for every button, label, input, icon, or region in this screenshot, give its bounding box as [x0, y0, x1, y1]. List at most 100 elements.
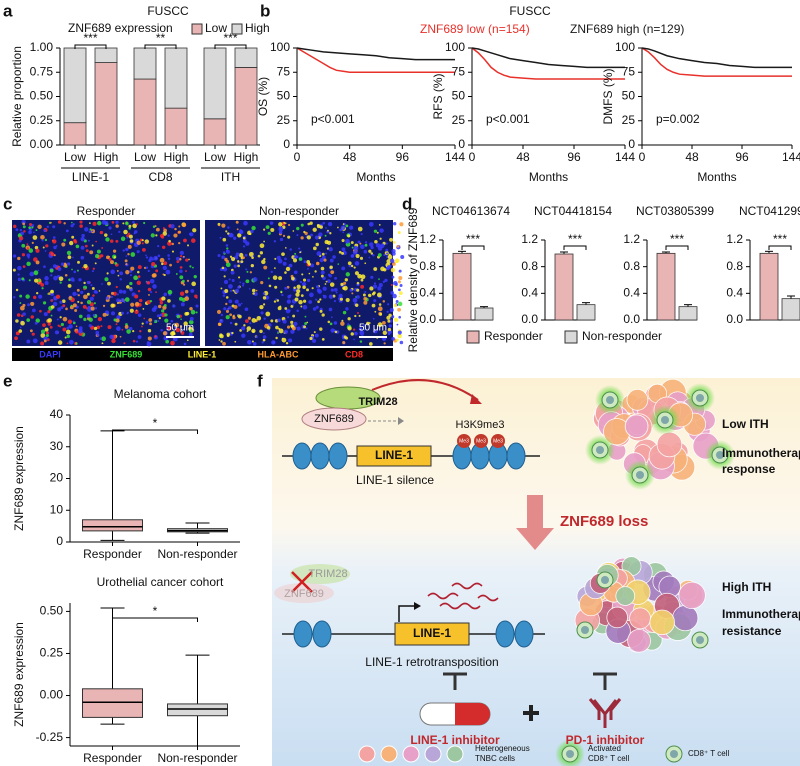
cell-stain	[378, 223, 381, 226]
cell-stain	[93, 326, 98, 331]
cell-stain	[195, 311, 198, 314]
cell-stain	[149, 299, 153, 303]
cell-stain	[314, 270, 317, 273]
cell-stain	[292, 258, 298, 263]
legend-swatch	[191, 23, 203, 35]
cell-stain	[52, 239, 57, 244]
cell-stain	[13, 254, 17, 258]
cell-stain	[341, 238, 345, 243]
cell-stain	[243, 220, 248, 226]
cell-stain	[83, 317, 87, 322]
cell-stain	[373, 229, 378, 233]
cell-stain	[145, 241, 148, 244]
cell-stain	[231, 331, 234, 335]
t-cell-nucleus	[696, 394, 704, 402]
cell-stain	[376, 231, 379, 234]
cell-stain	[193, 274, 197, 279]
cell-stain	[17, 273, 20, 276]
cell-stain	[32, 338, 38, 344]
cell-stain	[138, 298, 143, 303]
cell-stain	[130, 252, 136, 257]
inhibition	[443, 672, 467, 690]
cell-stain	[116, 301, 120, 305]
cell-stain	[75, 342, 78, 345]
diagram-label: ZNF689	[284, 588, 324, 600]
y-tick-label: 0.0	[623, 312, 640, 326]
cell-stain	[375, 243, 381, 248]
cell-stain	[179, 325, 183, 328]
significance-bracket	[665, 245, 689, 250]
cell-stain	[398, 295, 401, 298]
cell-stain	[55, 245, 58, 247]
panel-label: c	[3, 194, 12, 213]
cell-stain	[345, 272, 350, 277]
cell-stain	[108, 226, 112, 230]
cell-stain	[269, 221, 274, 225]
cell-stain	[132, 330, 135, 333]
cell-stain	[314, 333, 319, 338]
cell-stain	[347, 323, 350, 326]
cell-stain	[66, 262, 71, 266]
cell-stain	[79, 220, 83, 224]
cell-stain	[141, 325, 143, 328]
cell-stain	[282, 319, 287, 324]
cell-stain	[378, 303, 382, 306]
cell-stain	[385, 248, 389, 252]
cell-stain	[302, 299, 307, 303]
cell-stain	[19, 294, 23, 298]
bar-segment	[164, 47, 188, 109]
cell-stain	[220, 313, 223, 317]
antibody	[588, 698, 622, 728]
cell-stain	[342, 310, 347, 315]
cell-stain	[290, 320, 294, 324]
cell-stain	[264, 295, 270, 300]
cell-stain	[78, 314, 83, 319]
cell-stain	[328, 307, 333, 312]
cell-stain	[171, 331, 176, 335]
cell-stain	[104, 233, 108, 237]
cell-stain	[96, 220, 102, 226]
cell-stain	[368, 221, 374, 227]
cell-stain	[132, 223, 137, 229]
cell-stain	[188, 258, 190, 261]
y-tick-label: 0	[458, 137, 465, 151]
cell-stain	[397, 301, 403, 307]
cell-stain	[234, 322, 238, 326]
cell-stain	[129, 239, 134, 243]
channel-label: CD8	[345, 349, 363, 359]
cell-stain	[40, 333, 46, 338]
cell-stain	[364, 241, 368, 244]
cell-stain	[137, 270, 140, 274]
bar	[759, 252, 779, 321]
bar	[474, 307, 494, 321]
x-tick-label: Low	[64, 150, 86, 164]
cell-stain	[378, 282, 383, 288]
transcripts	[427, 582, 499, 610]
cell-stain	[129, 308, 134, 313]
cell-stain	[50, 305, 55, 309]
y-tick-label: 0.8	[521, 259, 538, 273]
cell-stain	[111, 221, 115, 224]
cell-stain	[173, 336, 178, 342]
cell-stain	[101, 247, 104, 249]
drug	[455, 703, 490, 725]
cell-stain	[262, 296, 267, 300]
cell-stain	[163, 261, 168, 266]
cell-stain	[332, 294, 336, 298]
cell-stain	[31, 241, 34, 244]
cell-stain	[22, 222, 26, 226]
cell-stain	[345, 297, 350, 303]
cell-stain	[385, 242, 388, 245]
y-tick-label: 0.8	[726, 259, 743, 273]
cell-stain	[244, 253, 248, 257]
cell-stain	[296, 284, 301, 289]
significance-bracket	[214, 44, 247, 49]
cell-stain	[72, 256, 74, 259]
cell-stain	[323, 258, 327, 262]
cell-stain	[192, 266, 194, 269]
significance-bracket	[461, 245, 485, 250]
cell-stain	[306, 267, 309, 270]
cell-stain	[303, 325, 307, 329]
cell-stain	[102, 304, 106, 308]
y-tick-label: 0.4	[623, 286, 640, 300]
